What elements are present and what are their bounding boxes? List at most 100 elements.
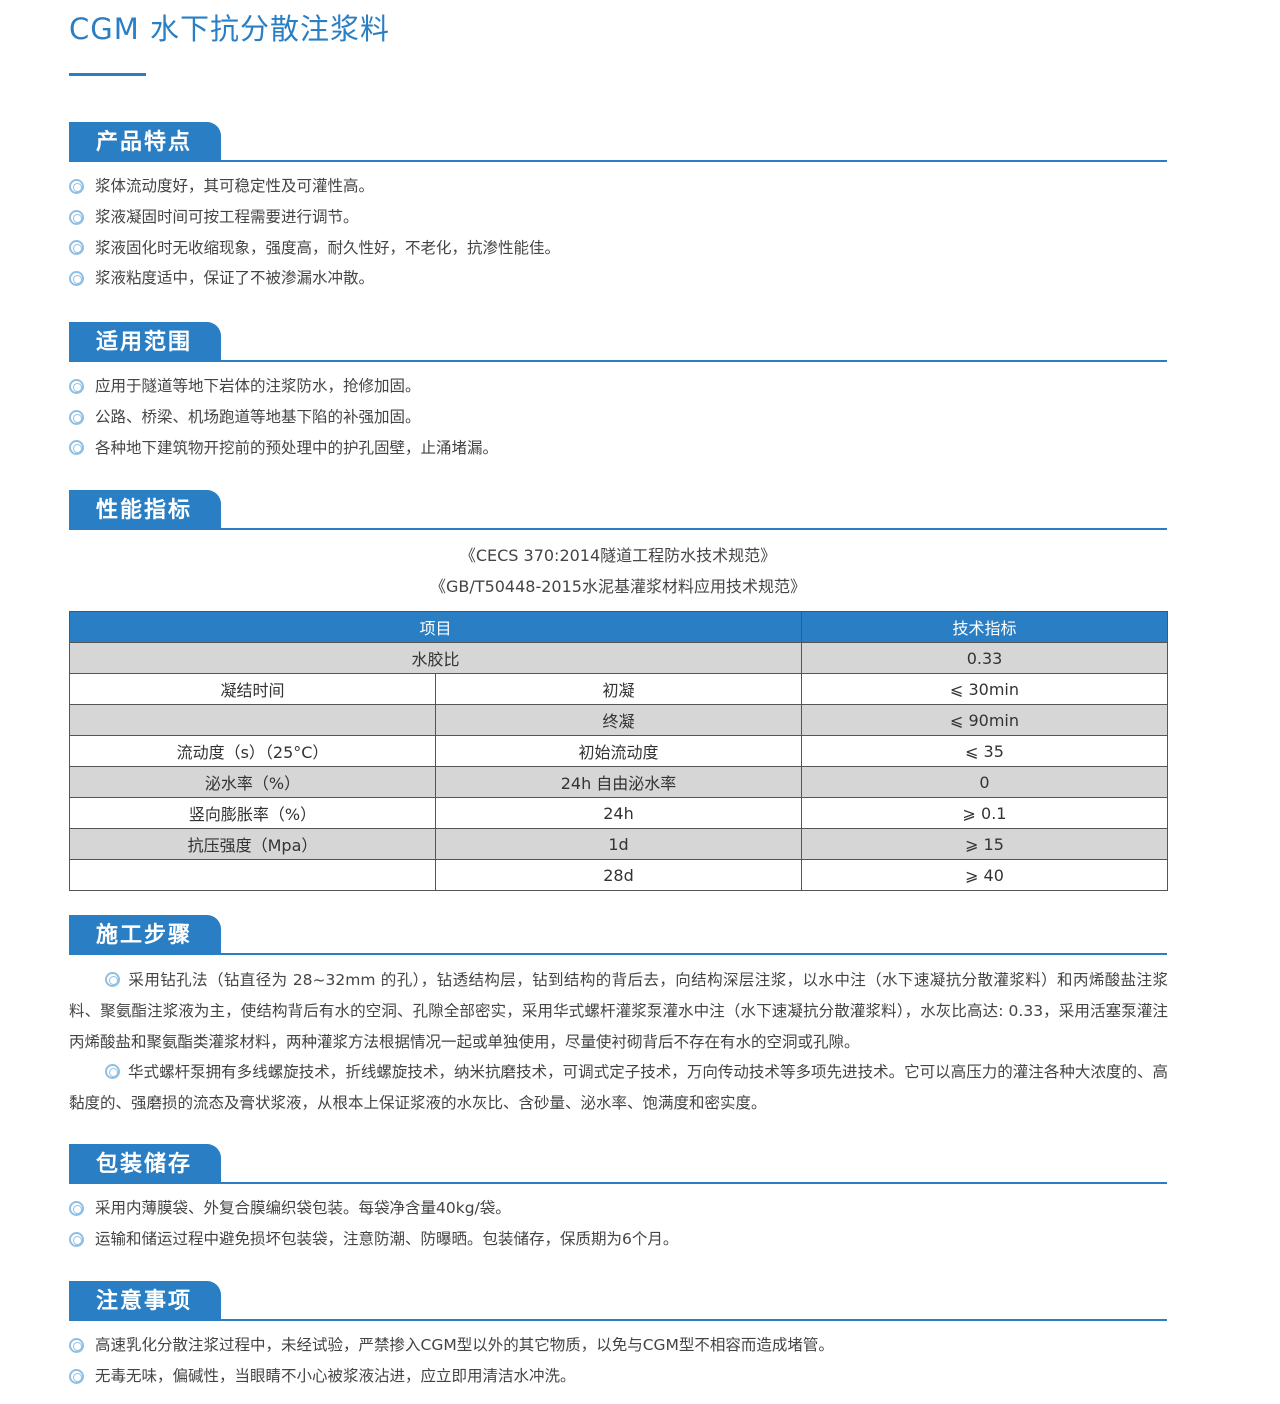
- list-item: 采用内薄膜袋、外复合膜编织袋包装。每袋净含量40kg/袋。: [69, 1193, 678, 1224]
- paragraph-text: 采用钻孔法（钻直径为 28~32mm 的孔），钻透结构层，钻到结构的背后去，向结…: [69, 971, 1168, 1051]
- section-header-performance: 性能指标: [69, 490, 1167, 530]
- list-item: 高速乳化分散注浆过程中，未经试验，严禁掺入CGM型以外的其它物质，以免与CGM型…: [69, 1330, 834, 1361]
- bullet-icon: [69, 178, 84, 194]
- cell-value: ⩽ 90min: [801, 704, 1168, 736]
- scope-list: 应用于隧道等地下岩体的注浆防水，抢修加固。 公路、桥梁、机场跑道等地基下陷的补强加…: [69, 371, 498, 463]
- bullet-icon: [69, 1368, 84, 1384]
- bullet-icon: [69, 209, 84, 225]
- list-item: 运输和储运过程中避免损坏包装袋，注意防潮、防曝晒。包装储存，保质期为6个月。: [69, 1224, 678, 1255]
- list-item: 公路、桥梁、机场跑道等地基下陷的补强加固。: [69, 402, 498, 433]
- header-spec: 技术指标: [801, 611, 1168, 643]
- cell-subitem: 24h 自由泌水率: [435, 766, 802, 798]
- reference: 《CECS 370:2014隧道工程防水技术规范》: [459, 546, 777, 565]
- section-title: 适用范围: [69, 322, 221, 362]
- section-header-packaging: 包装储存: [69, 1144, 1167, 1184]
- cell-value: 0: [801, 766, 1168, 798]
- divider: [69, 953, 1167, 955]
- paragraph-text: 华式螺杆泵拥有多线螺旋技术，折线螺旋技术，纳米抗磨技术，可调式定子技术，万向传动…: [69, 1063, 1168, 1113]
- construction-text: 采用钻孔法（钻直径为 28~32mm 的孔），钻透结构层，钻到结构的背后去，向结…: [69, 965, 1168, 1119]
- table-row: 泌水率（%） 24h 自由泌水率 0: [69, 766, 1168, 798]
- cell-value: ⩽ 35: [801, 735, 1168, 767]
- table-row: 抗压强度（Mpa） 1d ⩾ 15: [69, 828, 1168, 860]
- cell-item: 竖向膨胀率（%）: [69, 797, 436, 829]
- packaging-list: 采用内薄膜袋、外复合膜编织袋包装。每袋净含量40kg/袋。运输和储运过程中避免损…: [69, 1193, 678, 1254]
- list-item: 浆液固化时无收缩现象，强度高，耐久性好，不老化，抗渗性能佳。: [69, 232, 560, 263]
- list-item: 各种地下建筑物开挖前的预处理中的护孔固壁，止涌堵漏。: [69, 432, 498, 463]
- list-item: 浆液粘度适中，保证了不被渗漏水冲散。: [69, 263, 560, 294]
- divider: [69, 1319, 1167, 1321]
- section-title: 包装储存: [69, 1144, 221, 1184]
- notes-list: 高速乳化分散注浆过程中，未经试验，严禁掺入CGM型以外的其它物质，以免与CGM型…: [69, 1330, 834, 1391]
- table-row: 凝结时间 初凝 ⩽ 30min: [69, 673, 1168, 705]
- paragraph: 采用钻孔法（钻直径为 28~32mm 的孔），钻透结构层，钻到结构的背后去，向结…: [69, 965, 1168, 1057]
- reference: 《GB/T50448-2015水泥基灌浆材料应用技术规范》: [430, 577, 806, 596]
- divider: [69, 360, 1167, 362]
- list-item-text: 浆液粘度适中，保证了不被渗漏水冲散。: [95, 269, 375, 288]
- cell-item: 抗压强度（Mpa）: [69, 828, 436, 860]
- bullet-icon: [69, 1231, 84, 1247]
- standard-references: 《CECS 370:2014隧道工程防水技术规范》 《GB/T50448-201…: [69, 540, 1167, 602]
- table-row: 水胶比 0.33: [69, 642, 1168, 674]
- list-item-text: 公路、桥梁、机场跑道等地基下陷的补强加固。: [95, 408, 421, 427]
- cell-value: 0.33: [801, 642, 1168, 674]
- bullet-icon: [105, 972, 120, 987]
- list-item-text: 运输和储运过程中避免损坏包装袋，注意防潮、防曝晒。包装储存，保质期为6个月。: [95, 1230, 679, 1249]
- divider: [69, 528, 1167, 530]
- list-item: 应用于隧道等地下岩体的注浆防水，抢修加固。: [69, 371, 498, 402]
- table-row: 终凝 ⩽ 90min: [69, 704, 1168, 736]
- list-item-text: 无毒无味，偏碱性，当眼睛不小心被浆液沾进，应立即用清洁水冲洗。: [95, 1367, 576, 1386]
- section-title: 产品特点: [69, 122, 221, 162]
- bullet-icon: [69, 1337, 84, 1353]
- cell-subitem: 终凝: [435, 704, 802, 736]
- bullet-icon: [69, 1200, 84, 1216]
- cell-item: 凝结时间: [69, 673, 436, 705]
- bullet-icon: [69, 409, 84, 425]
- section-header-features: 产品特点: [69, 122, 1167, 162]
- features-list: 浆体流动度好，其可稳定性及可灌性高。浆液凝固时间可按工程需要进行调节。浆液固化时…: [69, 171, 560, 294]
- cell-subitem: 28d: [435, 859, 802, 891]
- list-item-text: 浆液固化时无收缩现象，强度高，耐久性好，不老化，抗渗性能佳。: [95, 238, 561, 257]
- section-header-scope: 适用范围: [69, 322, 1167, 362]
- cell-subitem: 初始流动度: [435, 735, 802, 767]
- cell-value: ⩽ 30min: [801, 673, 1168, 705]
- page-title: CGM 水下抗分散注浆料: [69, 12, 390, 46]
- cell-value: ⩾ 40: [801, 859, 1168, 891]
- bullet-icon: [69, 378, 84, 394]
- cell-value: ⩾ 0.1: [801, 797, 1168, 829]
- list-item-text: 应用于隧道等地下岩体的注浆防水，抢修加固。: [95, 377, 421, 396]
- bullet-icon: [69, 270, 84, 286]
- list-item-text: 各种地下建筑物开挖前的预处理中的护孔固壁，止涌堵漏。: [95, 438, 499, 457]
- bullet-icon: [105, 1064, 120, 1080]
- cell-item: 泌水率（%）: [69, 766, 436, 798]
- cell-subitem: 24h: [435, 797, 802, 829]
- section-header-construction: 施工步骤: [69, 915, 1167, 955]
- performance-table: 项目 技术指标 水胶比 0.33 凝结时间 初凝 ⩽ 30min 终凝 ⩽ 90min 流动度（…: [69, 611, 1168, 891]
- cell-subitem: 1d: [435, 828, 802, 860]
- cell-subitem: 初凝: [435, 673, 802, 705]
- section-title: 施工步骤: [69, 915, 221, 955]
- section-title: 性能指标: [69, 490, 221, 530]
- paragraph: 华式螺杆泵拥有多线螺旋技术，折线螺旋技术，纳米抗磨技术，可调式定子技术，万向传动…: [69, 1057, 1168, 1119]
- table-row: 流动度（s）（25°C） 初始流动度 ⩽ 35: [69, 735, 1168, 767]
- table-header-row: 项目 技术指标: [69, 611, 1168, 643]
- header-item: 项目: [69, 611, 802, 643]
- list-item-text: 浆体流动度好，其可稳定性及可灌性高。: [95, 177, 375, 196]
- list-item: 浆液凝固时间可按工程需要进行调节。: [69, 202, 560, 233]
- bullet-icon: [69, 440, 84, 456]
- table-row: 28d ⩾ 40: [69, 859, 1168, 891]
- list-item-text: 高速乳化分散注浆过程中，未经试验，严禁掺入CGM型以外的其它物质，以免与CGM型…: [95, 1336, 834, 1355]
- divider: [69, 1182, 1167, 1184]
- section-header-notes: 注意事项: [69, 1281, 1167, 1321]
- title-underline: [69, 73, 146, 76]
- list-item: 浆体流动度好，其可稳定性及可灌性高。: [69, 171, 560, 202]
- list-item-text: 采用内薄膜袋、外复合膜编织袋包装。每袋净含量40kg/袋。: [95, 1199, 511, 1218]
- bullet-icon: [69, 240, 84, 256]
- table-row: 竖向膨胀率（%） 24h ⩾ 0.1: [69, 797, 1168, 829]
- cell-item: [69, 704, 436, 736]
- cell-value: ⩾ 15: [801, 828, 1168, 860]
- divider: [69, 160, 1167, 162]
- section-title: 注意事项: [69, 1281, 221, 1321]
- cell-item: [69, 859, 436, 891]
- cell-item: 水胶比: [69, 642, 802, 674]
- list-item: 无毒无味，偏碱性，当眼睛不小心被浆液沾进，应立即用清洁水冲洗。: [69, 1361, 834, 1392]
